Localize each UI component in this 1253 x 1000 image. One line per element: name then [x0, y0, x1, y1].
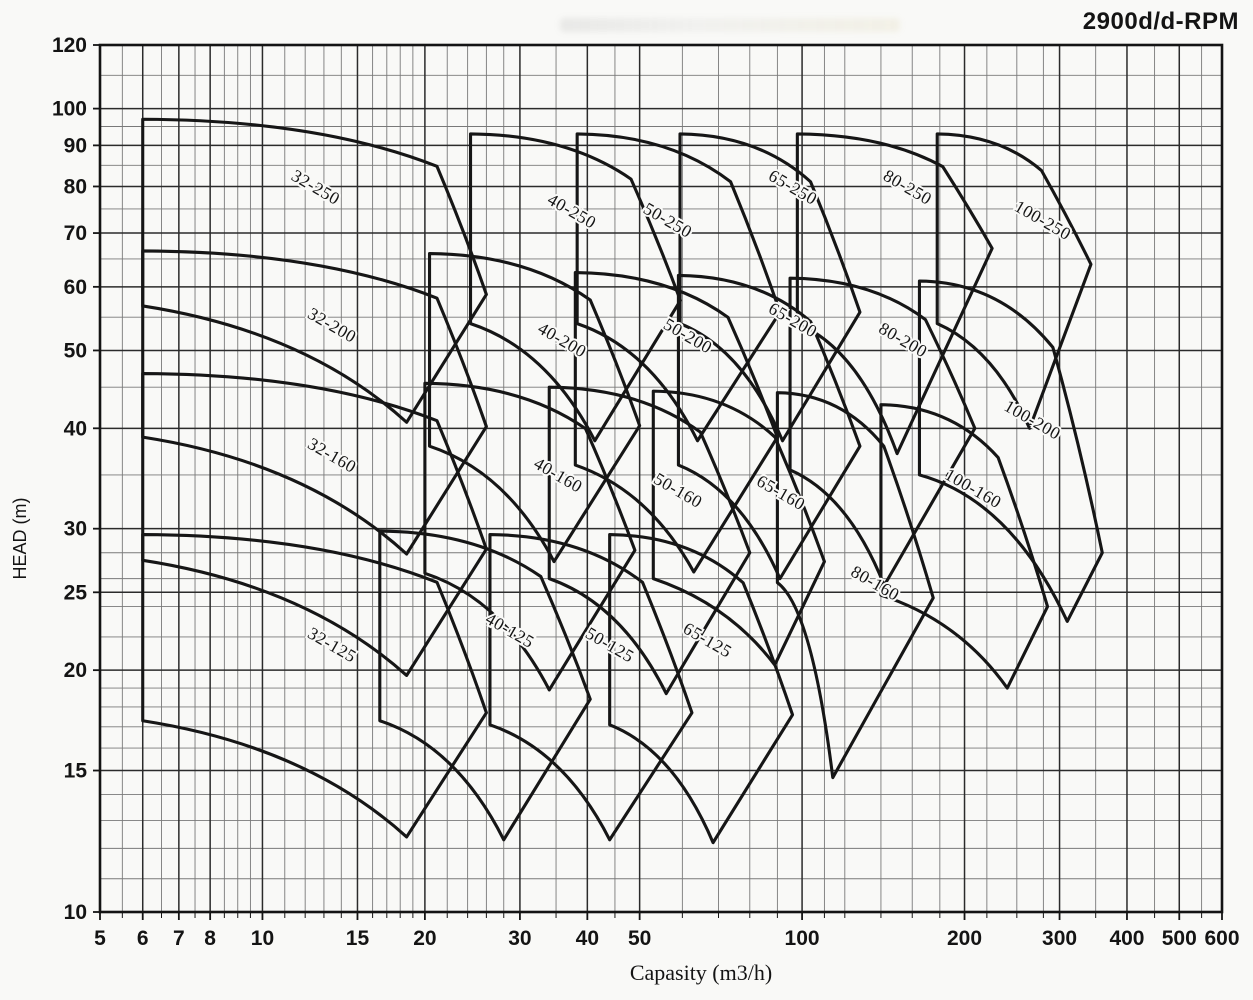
envelope-label-40-160: 40-160	[531, 453, 587, 497]
y-tick-100: 100	[52, 98, 87, 121]
envelope-label-32-160: 32-160	[305, 433, 361, 477]
chart-title: 2900d/d-RPM	[1082, 8, 1239, 35]
x-tick-15: 15	[346, 927, 370, 950]
y-tick-labels: 10 15 20 25 30 40 50 60 70 80 90 100 120	[52, 34, 87, 924]
envelope-40-125	[378, 529, 592, 842]
envelope-label-80-250: 80-250	[880, 165, 936, 209]
x-tick-6: 6	[137, 927, 149, 950]
envelope-label-80-200: 80-200	[875, 318, 931, 362]
y-tick-50: 50	[64, 339, 87, 362]
x-tick-5: 5	[94, 927, 106, 950]
y-tick-10: 10	[64, 901, 87, 924]
x-tick-7: 7	[173, 927, 185, 950]
y-axis-title: HEAD (m)	[10, 498, 30, 580]
x-tick-600: 600	[1204, 927, 1239, 950]
envelope-80-250	[795, 132, 994, 456]
x-tick-500: 500	[1162, 927, 1197, 950]
envelope-65-125	[608, 533, 795, 845]
envelope-32-250	[141, 117, 488, 424]
envelope-32-160	[141, 371, 488, 677]
envelope-32-125	[141, 533, 488, 839]
envelope-40-160	[423, 381, 637, 692]
envelope-40-250	[468, 132, 682, 443]
envelope-65-160	[651, 389, 826, 667]
x-tick-300: 300	[1042, 927, 1077, 950]
envelope-label-65-200: 65-200	[765, 298, 821, 342]
envelope-label-65-160: 65-160	[753, 471, 809, 515]
y-tick-120: 120	[52, 34, 87, 57]
x-axis-title: Capasity (m3/h)	[630, 960, 772, 985]
x-tick-30: 30	[508, 927, 531, 950]
envelope-80-200	[788, 276, 977, 587]
y-tick-90: 90	[64, 134, 87, 157]
envelope-label-32-125: 32-125	[305, 623, 361, 667]
envelope-label-50-250: 50-250	[640, 198, 696, 242]
faded-scan-artifact	[560, 18, 900, 32]
plot-border	[98, 43, 1224, 914]
envelope-label-32-250: 32-250	[288, 165, 344, 209]
x-tick-10: 10	[251, 927, 274, 950]
x-tick-200: 200	[947, 927, 982, 950]
envelope-100-200	[917, 279, 1104, 623]
x-tick-40: 40	[576, 927, 599, 950]
envelope-50-160	[547, 385, 752, 696]
x-tick-8: 8	[204, 927, 216, 950]
grid-minor	[100, 45, 1222, 912]
envelope-80-160	[775, 391, 935, 780]
y-tick-40: 40	[64, 417, 87, 440]
x-tick-400: 400	[1109, 927, 1144, 950]
envelope-100-160	[879, 403, 1050, 690]
x-tick-labels: 5 6 7 8 10 15 20 30 40 50 100 200 300 400 500 600	[94, 927, 1239, 950]
y-tick-30: 30	[64, 518, 87, 541]
envelope-100-250	[935, 132, 1093, 430]
y-tick-80: 80	[64, 175, 87, 198]
envelope-label-40-250: 40-250	[544, 189, 600, 233]
y-tick-25: 25	[64, 581, 88, 604]
y-tick-20: 20	[64, 659, 87, 682]
envelope-32-200	[141, 249, 488, 556]
y-tick-70: 70	[64, 222, 87, 245]
envelope-50-125	[488, 533, 694, 842]
envelope-label-32-200: 32-200	[305, 303, 361, 347]
pump-envelopes	[141, 117, 1104, 845]
envelope-50-200	[573, 271, 779, 574]
envelope-65-250	[678, 132, 862, 443]
envelope-label-100-200: 100-200	[1001, 396, 1065, 444]
x-tick-20: 20	[413, 927, 436, 950]
y-tick-15: 15	[64, 760, 88, 783]
y-tick-60: 60	[64, 276, 87, 299]
x-tick-100: 100	[785, 927, 820, 950]
x-tick-50: 50	[628, 927, 651, 950]
envelope-40-200	[427, 252, 642, 564]
envelope-label-65-250: 65-250	[765, 165, 821, 209]
envelope-50-250	[575, 132, 782, 443]
